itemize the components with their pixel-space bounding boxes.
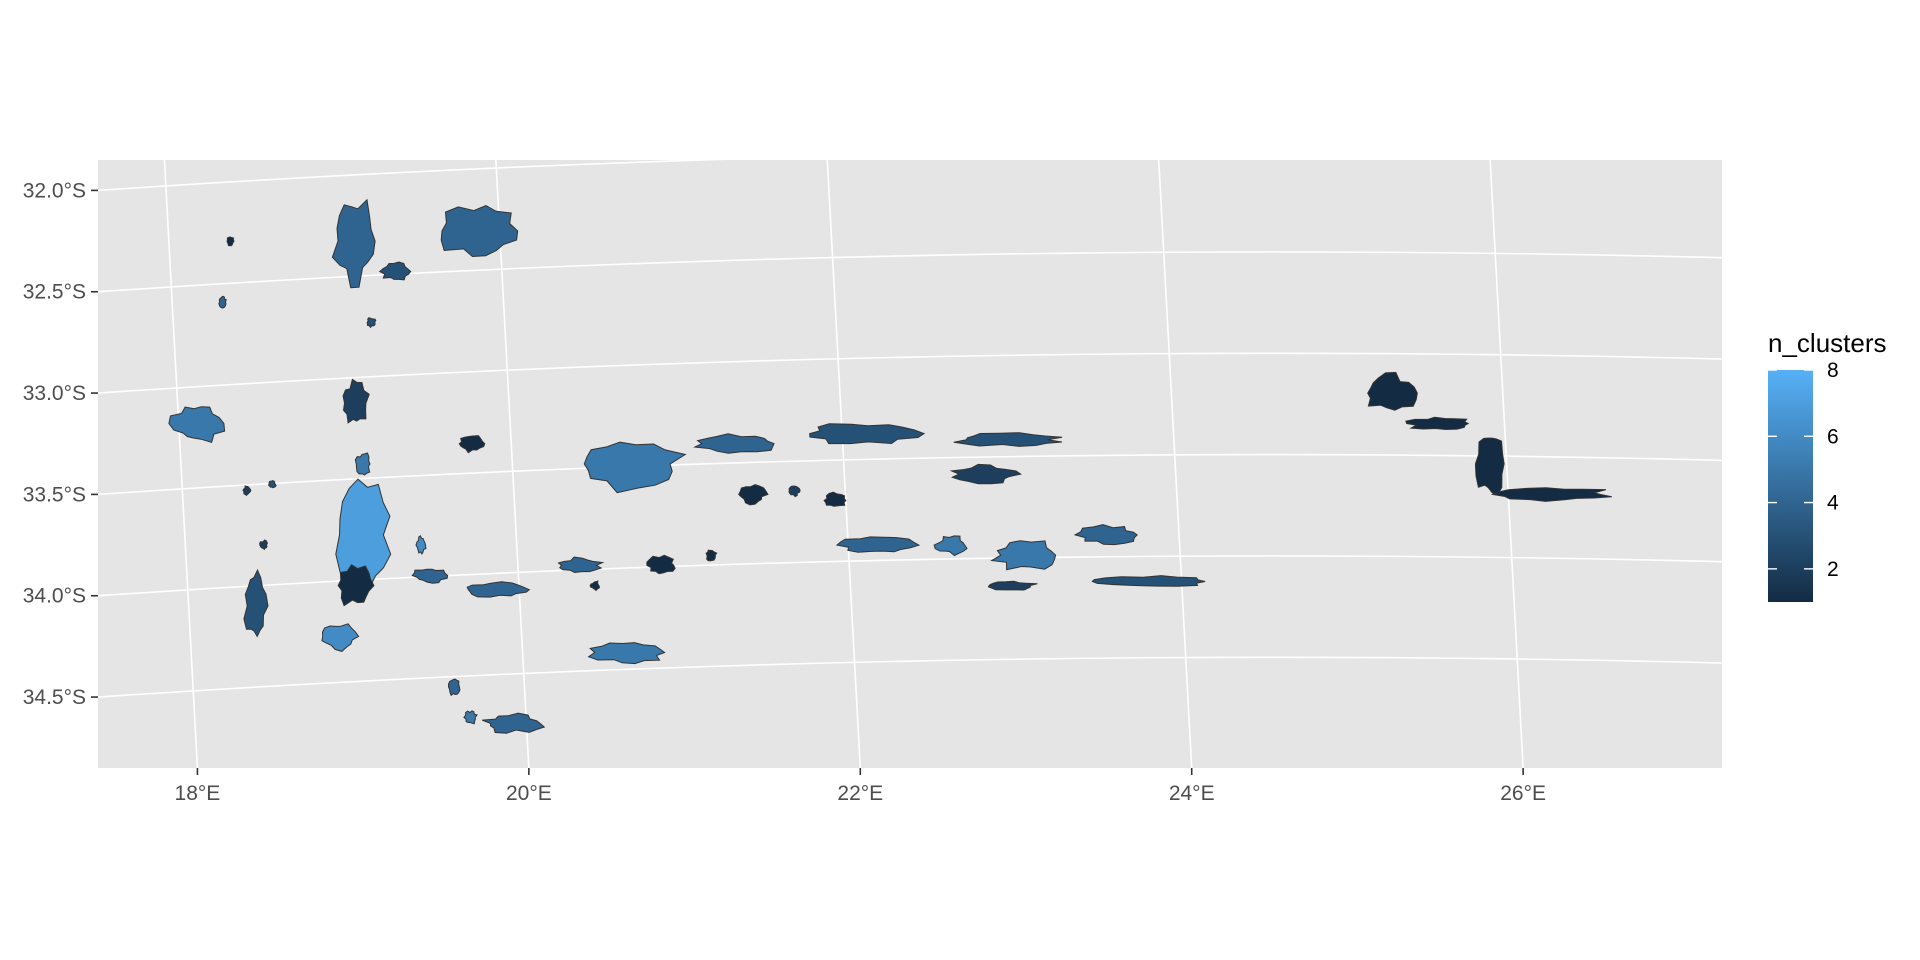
region-polygon (1490, 487, 1612, 502)
region-polygon (337, 564, 375, 607)
region-polygon (1073, 524, 1138, 546)
region-polygon (1474, 437, 1505, 496)
legend-title: n_clusters (1768, 328, 1887, 358)
region-polygon (243, 568, 269, 638)
region-polygon (321, 623, 360, 652)
legend-tick-label: 8 (1827, 359, 1839, 382)
region-polygon (218, 295, 227, 309)
region-polygon (415, 535, 427, 555)
legend-tick-label: 2 (1827, 558, 1839, 581)
x-tick-label: 26°E (1500, 782, 1546, 805)
region-polygon (693, 433, 775, 454)
meridian-line (163, 159, 199, 769)
region-polygon (366, 317, 377, 329)
region-polygon (933, 535, 968, 557)
region-polygon (1091, 575, 1206, 587)
region-polygon (458, 435, 486, 454)
region-polygon (705, 549, 718, 562)
graticule (97, 149, 1723, 769)
region-polygon (411, 568, 449, 584)
region-polygon (583, 441, 687, 494)
region-polygon (378, 261, 412, 281)
region-polygon (342, 378, 370, 424)
y-tick-label: 34.5°S (23, 686, 86, 709)
y-tick-label: 33.0°S (23, 382, 86, 405)
y-axis: 32.0°S 32.5°S 33.0°S 33.5°S 34.0°S 34.5°S (23, 179, 98, 709)
region-polygon (823, 491, 847, 507)
legend-colorbar (1768, 370, 1813, 602)
meridian-line (495, 159, 530, 769)
y-tick-label: 32.0°S (23, 179, 86, 202)
meridian-line (1489, 159, 1524, 769)
region-polygon (447, 678, 461, 697)
region-polygon (440, 204, 519, 258)
parallel-line (97, 251, 1723, 293)
region-polygon (788, 485, 801, 498)
region-polygon (953, 432, 1063, 447)
region-polygon (990, 540, 1057, 571)
x-tick-label: 22°E (837, 782, 883, 805)
meridian-line (826, 159, 862, 769)
parallel-line (97, 149, 1723, 192)
region-polygon (168, 406, 226, 444)
region-polygon (226, 236, 235, 247)
region-polygon (463, 710, 478, 725)
parallel-line (97, 352, 1723, 394)
region-polygon (268, 480, 277, 489)
region-polygon (835, 536, 921, 553)
y-tick-label: 33.5°S (23, 483, 86, 506)
region-polygon (1405, 416, 1470, 431)
x-tick-label: 20°E (506, 782, 552, 805)
region-polygon (331, 198, 376, 289)
region-polygon (646, 554, 676, 575)
region-polygon (466, 581, 531, 598)
x-tick-label: 24°E (1169, 782, 1215, 805)
region-polygon (242, 485, 252, 497)
region-polygon (335, 478, 392, 592)
x-tick-label: 18°E (175, 782, 221, 805)
y-tick-label: 34.0°S (23, 585, 86, 608)
y-tick-label: 32.5°S (23, 281, 86, 304)
region-polygon (354, 452, 371, 476)
region-polygon (1367, 371, 1418, 411)
region-polygon (809, 423, 926, 445)
region-polygons (168, 198, 1612, 734)
x-axis: 18°E 20°E 22°E 24°E 26°E (175, 768, 1546, 805)
region-polygon (482, 712, 546, 734)
region-polygon (589, 580, 601, 592)
region-polygon (738, 484, 769, 506)
region-polygon (259, 539, 268, 551)
region-polygon (987, 580, 1038, 591)
legend: n_clusters 8 6 4 2 (1768, 328, 1887, 602)
legend-ticks: 8 6 4 2 (1768, 359, 1839, 581)
region-polygon (557, 556, 605, 574)
parallel-line (97, 656, 1723, 698)
region-polygon (949, 463, 1022, 485)
region-polygon (587, 642, 666, 665)
legend-tick-label: 4 (1827, 492, 1839, 515)
legend-tick-label: 6 (1827, 425, 1839, 448)
meridian-line (1157, 159, 1193, 769)
